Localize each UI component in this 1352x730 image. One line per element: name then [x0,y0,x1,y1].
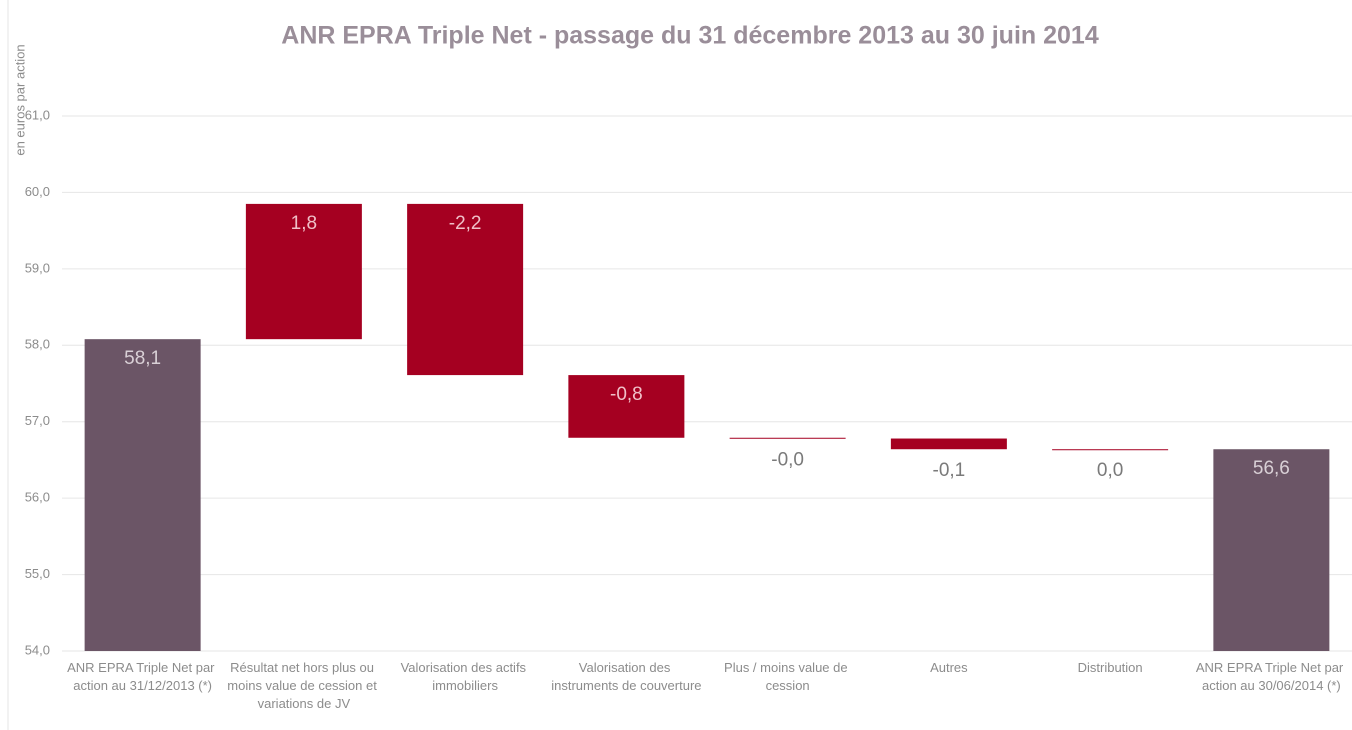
bar [729,437,846,439]
y-tick-label: 61,0 [25,107,50,122]
y-tick-label: 56,0 [25,490,50,505]
bar [84,339,201,651]
bar [1213,449,1330,651]
x-tick-label: Résultat net hors plus ou moins value de… [227,660,380,711]
value-label: 1,8 [291,213,317,234]
value-label: 56,6 [1253,458,1290,479]
y-tick-label: 59,0 [25,260,50,275]
x-tick-label: ANR EPRA Triple Net par action au 31/12/… [67,660,218,693]
y-tick-label: 60,0 [25,184,50,199]
y-tick-label: 58,0 [25,337,50,352]
value-label: -0,0 [771,450,804,471]
bar [568,375,685,438]
x-tick-label: Distribution [1078,660,1143,675]
x-tick-label: Valorisation des instruments de couvertu… [551,660,701,693]
value-label: -0,8 [610,384,643,405]
bar [245,203,362,340]
value-label: 58,1 [124,348,161,369]
y-tick-label: 57,0 [25,413,50,428]
x-tick-label: ANR EPRA Triple Net par action au 30/06/… [1196,660,1347,693]
value-label: -2,2 [449,213,482,234]
bar [890,438,1007,450]
value-label: -0,1 [933,460,966,481]
chart-title: ANR EPRA Triple Net - passage du 31 déce… [281,22,1099,50]
y-tick-label: 55,0 [25,566,50,581]
bar [1052,449,1169,451]
bar [407,203,524,376]
value-label: 0,0 [1097,460,1123,481]
y-axis-label: en euros par action [12,44,27,155]
x-tick-label: Valorisation des actifs immobiliers [401,660,530,693]
y-tick-label: 54,0 [25,642,50,657]
x-tick-label: Plus / moins value de cession [724,660,851,693]
x-tick-label: Autres [930,660,968,675]
